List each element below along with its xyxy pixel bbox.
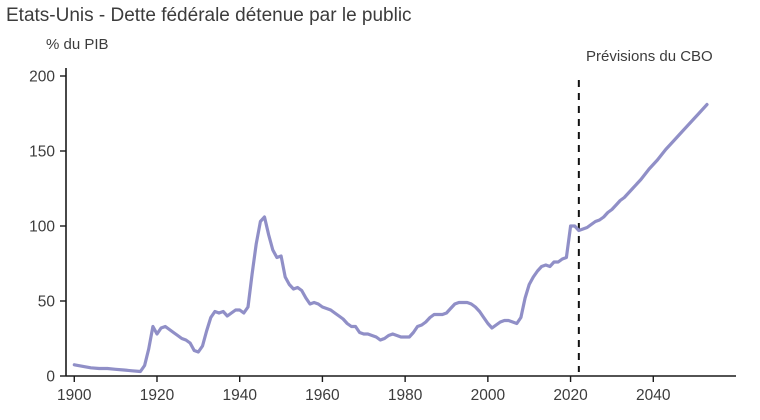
y-tick-label: 200	[29, 69, 55, 86]
debt-series-line	[72, 102, 709, 374]
chart-title: Etats-Unis - Dette fédérale détenue par …	[6, 5, 412, 26]
y-tick-label: 0	[46, 369, 55, 386]
x-tick-label: 1980	[388, 387, 423, 404]
x-tick-label: 1900	[57, 387, 92, 404]
forecast-annotation: Prévisions du CBO	[586, 48, 713, 65]
x-tick-label: 2000	[471, 387, 506, 404]
y-tick-label: 50	[38, 294, 56, 311]
x-tick-label: 1920	[140, 387, 175, 404]
y-tick-label: 150	[29, 144, 55, 161]
y-axis-unit-label: % du PIB	[46, 36, 109, 53]
x-tick-label: 1940	[222, 387, 257, 404]
x-tick-label: 2020	[553, 387, 588, 404]
y-tick-label: 100	[29, 219, 55, 236]
x-tick-label: 1960	[305, 387, 340, 404]
x-tick-label: 2040	[636, 387, 671, 404]
